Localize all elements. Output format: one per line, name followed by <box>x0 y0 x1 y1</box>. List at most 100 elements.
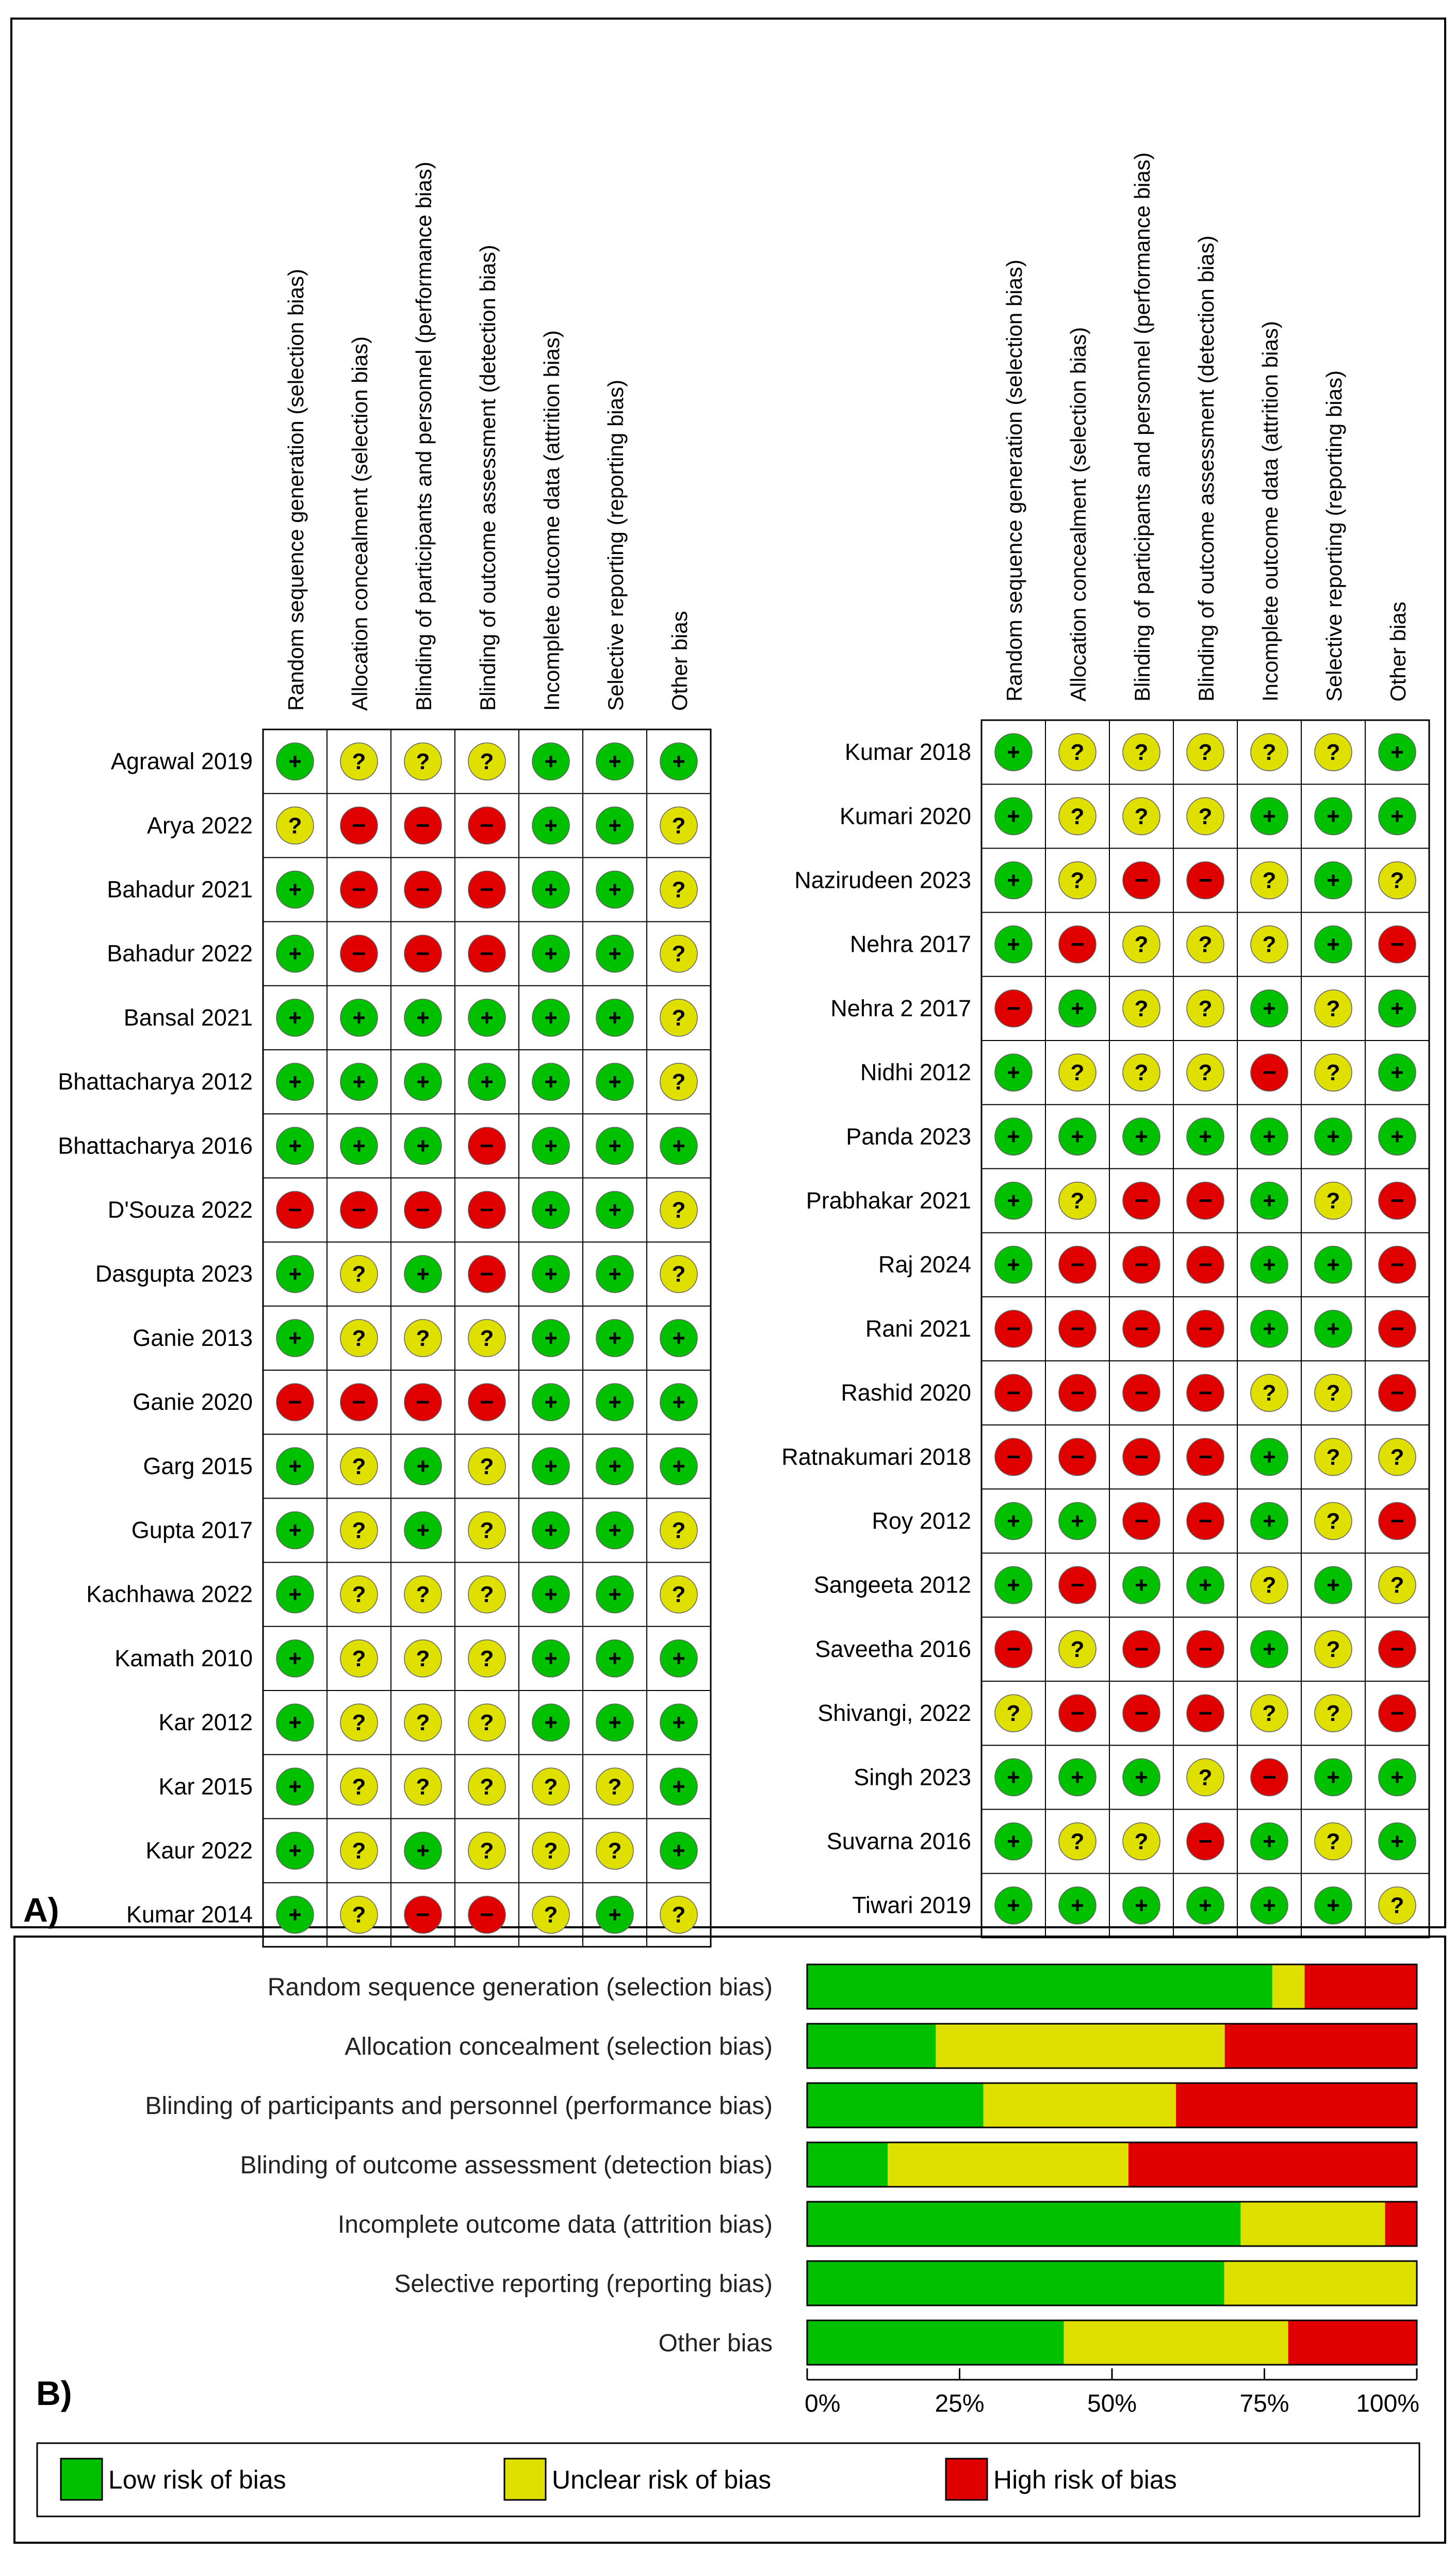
rating-unclear-icon: ? <box>404 1703 442 1742</box>
study-name: Kar 2012 <box>158 1709 253 1735</box>
rating-high-icon <box>404 1383 442 1421</box>
rating-unclear-icon: ? <box>1058 797 1097 836</box>
rating-high-icon <box>994 1374 1033 1412</box>
domain-header-blinding-of-outcome-assessment-detection-bias: Blinding of outcome assessment (detectio… <box>1194 236 1218 702</box>
legend-swatch-low-risk-of-bias <box>60 2458 103 2501</box>
rating-low-icon <box>596 1703 634 1742</box>
rating-low-icon <box>532 1639 570 1678</box>
study-name: Rani 2021 <box>865 1315 971 1342</box>
rating-low-icon <box>1186 1566 1224 1604</box>
rating-high-icon <box>1378 1181 1416 1220</box>
legend-box <box>36 2442 1420 2517</box>
bar-high-risk-of-bias-1 <box>1304 1964 1417 2009</box>
rating-low-icon <box>532 870 570 909</box>
rating-low-icon <box>1250 797 1288 836</box>
x-tick-label: 75% <box>1239 2390 1289 2417</box>
rating-unclear-icon: ? <box>1314 989 1352 1028</box>
svg-text:?: ? <box>1327 1509 1340 1534</box>
bar-high-risk-of-bias-7 <box>1288 2320 1417 2365</box>
rating-low-icon <box>994 1822 1033 1861</box>
rating-low-icon <box>994 925 1033 964</box>
rating-low-icon <box>596 1639 634 1678</box>
svg-text:?: ? <box>1327 1060 1340 1085</box>
study-name: Nehra 2 2017 <box>830 995 971 1021</box>
rating-low-icon <box>532 1447 570 1486</box>
domain-header-blinding-of-participants-and-personnel-performance-bias: Blinding of participants and personnel (… <box>412 161 436 711</box>
rating-low-icon <box>468 999 506 1037</box>
rating-high-icon <box>1250 1053 1288 1092</box>
svg-text:?: ? <box>1327 1189 1340 1214</box>
rating-unclear-icon: ? <box>468 1831 506 1870</box>
rating-low-icon <box>994 1181 1033 1220</box>
rating-low-icon <box>276 1255 314 1293</box>
rating-high-icon <box>1186 1310 1224 1348</box>
bar-unclear-risk-of-bias-7 <box>1064 2320 1288 2365</box>
rating-low-icon <box>340 1127 378 1165</box>
rating-high-icon <box>994 1310 1033 1348</box>
rating-unclear-icon: ? <box>1314 1374 1352 1412</box>
rating-low-icon <box>596 1511 634 1550</box>
svg-text:?: ? <box>288 813 302 838</box>
rating-high-icon <box>1250 1758 1288 1797</box>
svg-text:?: ? <box>480 749 494 774</box>
rating-unclear-icon: ? <box>1314 1694 1352 1732</box>
svg-text:?: ? <box>1071 740 1085 765</box>
rating-low-icon <box>1250 1181 1288 1220</box>
rating-low-icon <box>532 1255 570 1293</box>
legend-swatch-high-risk-of-bias <box>945 2458 988 2501</box>
rating-low-icon <box>660 1831 698 1870</box>
domain-header-selective-reporting-reporting-bias: Selective reporting (reporting bias) <box>603 380 628 711</box>
svg-text:?: ? <box>672 1518 686 1543</box>
rating-unclear-icon: ? <box>1058 733 1097 771</box>
rating-unclear-icon: ? <box>1186 797 1224 836</box>
svg-text:?: ? <box>480 1518 494 1543</box>
rating-unclear-icon: ? <box>1058 1181 1097 1220</box>
bar-unclear-risk-of-bias-4 <box>888 2142 1128 2187</box>
rating-unclear-icon: ? <box>340 1639 378 1678</box>
rating-unclear-icon: ? <box>1058 1053 1097 1092</box>
svg-text:?: ? <box>480 1839 494 1864</box>
rating-low-icon <box>340 1063 378 1101</box>
legend: Low risk of bias Unclear risk of bias High… <box>36 2442 1420 2517</box>
svg-text:?: ? <box>1327 1829 1340 1855</box>
rating-unclear-icon: ? <box>532 1767 570 1806</box>
rating-unclear-icon: ? <box>340 1767 378 1806</box>
rating-unclear-icon: ? <box>1250 861 1288 900</box>
rating-unclear-icon: ? <box>1314 1502 1352 1540</box>
rating-unclear-icon: ? <box>660 1895 698 1934</box>
rating-high-icon <box>1058 1310 1097 1348</box>
rating-high-icon <box>404 934 442 973</box>
rating-low-icon <box>532 1127 570 1165</box>
rating-high-icon <box>1378 1630 1416 1668</box>
rating-low-icon <box>1186 1886 1224 1925</box>
bar-outline <box>806 2260 1418 2306</box>
rating-low-icon <box>660 742 698 781</box>
rating-unclear-icon: ? <box>1250 1566 1288 1604</box>
svg-text:?: ? <box>1263 932 1277 957</box>
rating-low-icon <box>276 999 314 1037</box>
study-name: Shivangi, 2022 <box>817 1700 971 1726</box>
study-name: Gupta 2017 <box>132 1517 253 1543</box>
rating-unclear-icon: ? <box>1186 989 1224 1028</box>
rating-unclear-icon: ? <box>1058 861 1097 900</box>
svg-text:?: ? <box>480 1454 494 1479</box>
rating-unclear-icon: ? <box>1250 925 1288 964</box>
rating-unclear-icon: ? <box>468 1767 506 1806</box>
bar-high-risk-of-bias-5 <box>1385 2202 1417 2246</box>
rating-low-icon <box>994 1502 1033 1540</box>
rating-unclear-icon: ? <box>596 1767 634 1806</box>
bar-low-risk-of-bias-4 <box>807 2142 888 2187</box>
rating-unclear-icon: ? <box>1314 1438 1352 1476</box>
rating-unclear-icon: ? <box>660 1255 698 1293</box>
svg-text:?: ? <box>1327 1637 1340 1662</box>
rating-low-icon <box>404 1511 442 1550</box>
rating-low-icon <box>1378 733 1416 771</box>
bar-low-risk-of-bias-6 <box>807 2261 1224 2305</box>
rating-unclear-icon: ? <box>468 1319 506 1357</box>
rating-unclear-icon: ? <box>1186 733 1224 771</box>
rating-high-icon <box>1186 1694 1224 1732</box>
rating-unclear-icon: ? <box>1378 861 1416 900</box>
svg-text:?: ? <box>1135 1829 1149 1855</box>
svg-text:?: ? <box>1071 868 1085 893</box>
svg-text:?: ? <box>1199 804 1213 829</box>
